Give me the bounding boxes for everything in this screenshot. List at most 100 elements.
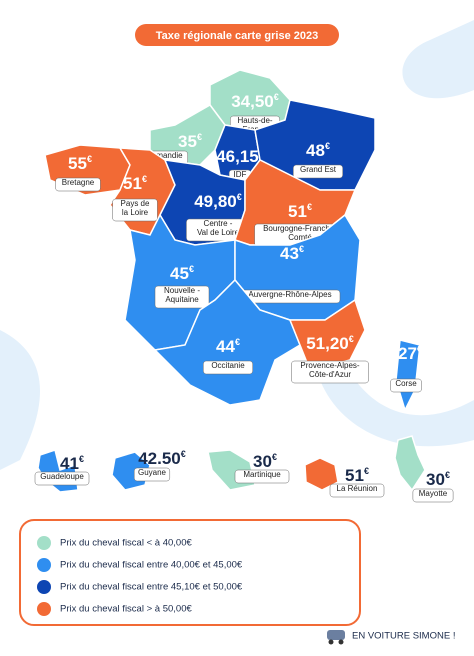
currency: € xyxy=(274,92,279,102)
price: 27€ xyxy=(398,344,422,363)
price-value: 45 xyxy=(170,264,189,283)
currency: € xyxy=(235,337,240,347)
price: 51€ xyxy=(123,174,147,193)
region-name: Occitanie xyxy=(211,361,245,370)
price-value: 51 xyxy=(288,202,307,221)
price-value: 43 xyxy=(280,244,299,263)
region-name: Bourgogne-Franche- xyxy=(263,224,337,233)
logo: EN VOITURE SIMONE ! xyxy=(327,630,455,645)
river xyxy=(0,20,474,470)
price-value: 35 xyxy=(178,132,197,151)
price-value: 44 xyxy=(216,337,235,356)
price-value: 42.50 xyxy=(138,449,181,468)
price-value: 51 xyxy=(345,466,364,485)
price: 30€ xyxy=(426,470,450,489)
price-value: 41 xyxy=(60,454,79,473)
name-tag xyxy=(412,488,454,503)
legend-items: Prix du cheval fiscal < à 40,00€ Prix du … xyxy=(37,536,243,616)
region-name: Provence-Alpes- xyxy=(300,361,359,370)
legend-label: Prix du cheval fiscal > à 50,00€ xyxy=(60,604,192,615)
region-name: Nouvelle - xyxy=(164,286,200,295)
region-name: Comté xyxy=(288,233,312,242)
currency: € xyxy=(197,132,202,142)
region-name: Mayotte xyxy=(419,489,448,498)
price-value: 34,50 xyxy=(231,92,274,111)
region-name: IDF xyxy=(234,170,247,179)
price: 51€ xyxy=(288,202,312,221)
car-icon xyxy=(327,630,345,640)
price-value: 49,80 xyxy=(194,192,237,211)
currency: € xyxy=(445,470,450,480)
region-name: Bretagne xyxy=(62,178,95,187)
region-name: Val de Loire xyxy=(197,228,240,237)
name-tag xyxy=(34,471,90,486)
currency: € xyxy=(79,454,84,464)
name-tag xyxy=(291,360,369,384)
name-tag xyxy=(203,360,253,375)
price-value: 51,20 xyxy=(306,334,349,353)
price: 45€ xyxy=(170,264,194,283)
region xyxy=(304,457,339,491)
wheel xyxy=(328,639,334,645)
region-name: Grand Est xyxy=(300,165,337,174)
name-tag xyxy=(329,483,385,498)
region-name: Corse xyxy=(395,379,417,388)
price: 49,80€ xyxy=(194,192,242,211)
region-name: Côte-d'Azur xyxy=(309,370,351,379)
price: 34,50€ xyxy=(231,92,279,111)
region-name: La Réunion xyxy=(337,484,378,493)
price: 55€ xyxy=(68,154,92,173)
price: 43€ xyxy=(280,244,304,263)
title-pill xyxy=(135,24,339,46)
legend-swatch xyxy=(37,536,51,550)
price-value: 30 xyxy=(426,470,445,489)
region-name: Normandie xyxy=(143,151,183,160)
name-tag xyxy=(154,285,210,309)
region-name: Guyane xyxy=(138,468,167,477)
currency: € xyxy=(237,192,242,202)
name-tag xyxy=(293,164,343,179)
price: 35€ xyxy=(178,132,202,151)
currency: € xyxy=(349,334,354,344)
region-name: Martinique xyxy=(243,470,281,479)
region-name: Centre - xyxy=(204,219,233,228)
currency: € xyxy=(417,344,422,354)
region-name: Auvergne-Rhône-Alpes xyxy=(248,290,331,299)
region-name: Pays de xyxy=(121,199,150,208)
price: 48€ xyxy=(306,141,330,160)
name-tag xyxy=(133,467,171,482)
price-value: 55 xyxy=(68,154,87,173)
currency: € xyxy=(142,174,147,184)
currency: € xyxy=(299,244,304,254)
legend-swatch xyxy=(37,602,51,616)
price-value: 27 xyxy=(398,344,417,363)
price: 30€ xyxy=(253,452,277,471)
price-value: 51 xyxy=(123,174,142,193)
brand: EN VOITURE SIMONE ! xyxy=(352,631,455,642)
currency: € xyxy=(272,452,277,462)
region xyxy=(153,278,301,406)
price: 44€ xyxy=(216,337,240,356)
currency: € xyxy=(181,449,186,459)
price: 51€ xyxy=(345,466,369,485)
legend-label: Prix du cheval fiscal entre 45,10€ et 50… xyxy=(60,582,243,593)
price: 51,20€ xyxy=(306,334,354,353)
currency: € xyxy=(307,202,312,212)
legend-swatch xyxy=(37,558,51,572)
price: 41€ xyxy=(60,454,84,473)
legend-swatch xyxy=(37,580,51,594)
legend-label: Prix du cheval fiscal entre 40,00€ et 45… xyxy=(60,560,243,571)
legend-label: Prix du cheval fiscal < à 40,00€ xyxy=(60,538,192,549)
region-name: la Loire xyxy=(122,208,149,217)
price-value: 46,15 xyxy=(216,147,259,166)
price-value: 30 xyxy=(253,452,272,471)
map: 34,50€Hauts-de-France35€Normandie46,15€I… xyxy=(34,69,454,503)
region-name: Hauts-de- xyxy=(237,116,272,125)
region-name: Aquitaine xyxy=(165,295,199,304)
currency: € xyxy=(189,264,194,274)
currency: € xyxy=(325,141,330,151)
price: 42.50€ xyxy=(138,449,186,468)
title: Taxe régionale carte grise 2023 xyxy=(156,30,318,42)
price-value: 48 xyxy=(306,141,325,160)
region xyxy=(394,435,426,492)
